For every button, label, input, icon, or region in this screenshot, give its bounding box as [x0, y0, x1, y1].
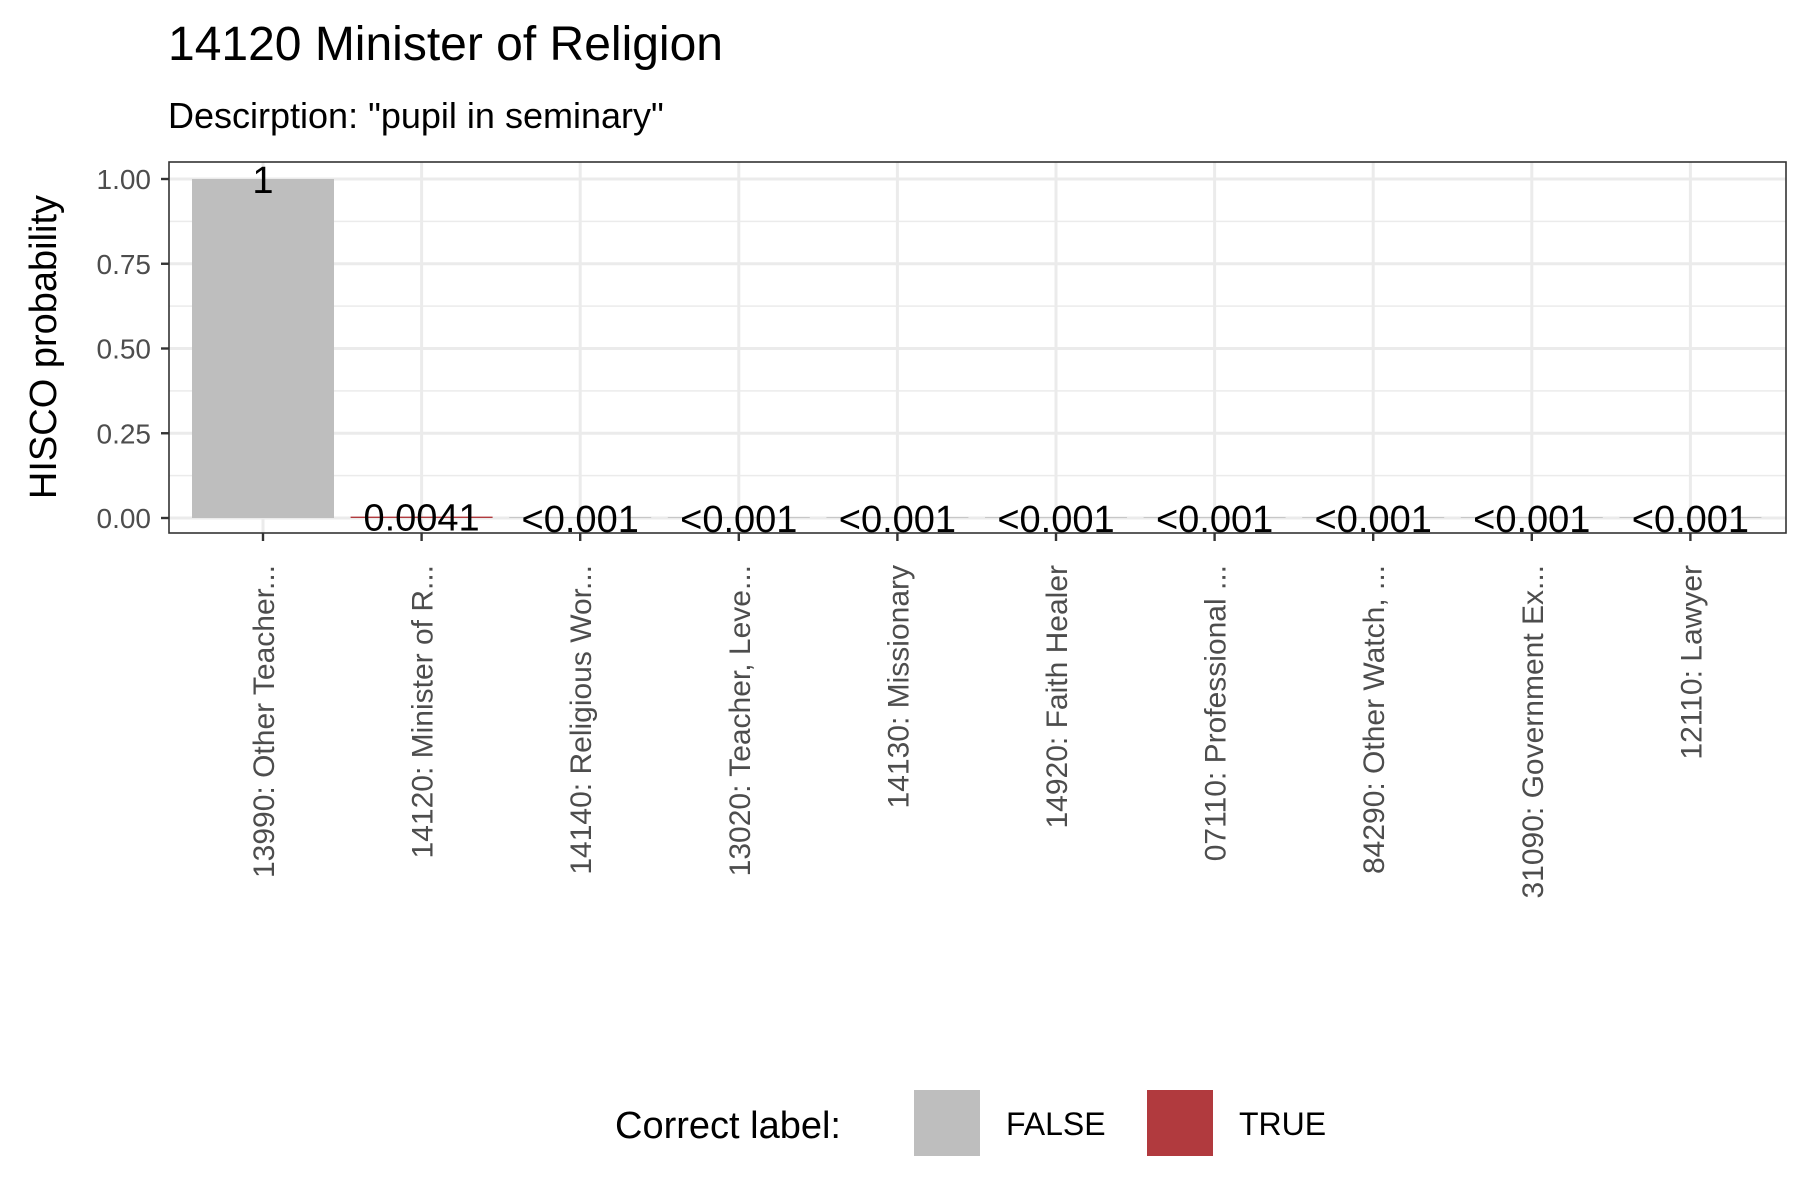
- legend: Correct label: FALSE TRUE: [615, 1090, 1326, 1156]
- x-tick-label: 07110: Professional ...: [1200, 565, 1233, 861]
- bar: [826, 517, 969, 518]
- bar: [1302, 517, 1445, 518]
- x-axis: 13990: Other Teacher... 14120: Minister o…: [248, 533, 1708, 899]
- grid: [169, 162, 1786, 533]
- y-tick-label: 0.00: [97, 503, 152, 534]
- legend-swatch-false: [914, 1090, 980, 1156]
- y-axis-title: HISCO probability: [23, 195, 65, 499]
- x-tick-label: 14140: Religious Wor...: [565, 565, 598, 875]
- x-tick-label: 14120: Minister of R...: [407, 565, 440, 858]
- x-tick-label: 13020: Teacher, Leve...: [724, 565, 757, 876]
- bar: [192, 179, 334, 518]
- y-tick-label: 0.25: [97, 418, 152, 449]
- y-axis: 0.00 0.25 0.50 0.75 1.00: [97, 164, 169, 534]
- x-tick-label: 31090: Government Ex...: [1517, 565, 1550, 899]
- data-labels: 10.0041 <0.001 <0.001 <0.001 <0.001 <0.001 <0.…: [252, 160, 1749, 541]
- bar: [350, 516, 493, 518]
- bar: [509, 517, 652, 518]
- legend-label-true: TRUE: [1239, 1106, 1326, 1142]
- bar: [1143, 517, 1286, 518]
- legend-title: Correct label:: [615, 1105, 841, 1147]
- x-tick-label: 84290: Other Watch, ...: [1358, 565, 1391, 874]
- chart-subtitle: Descirption: "pupil in seminary": [168, 95, 664, 136]
- chart-title: 14120 Minister of Religion: [168, 18, 723, 71]
- x-tick-label: 14130: Missionary: [882, 565, 915, 808]
- x-tick-label: 13990: Other Teacher...: [248, 565, 281, 878]
- y-tick-label: 0.50: [97, 334, 152, 365]
- legend-label-false: FALSE: [1006, 1106, 1106, 1142]
- x-tick-label: 14920: Faith Healer: [1041, 565, 1074, 829]
- bar: [985, 517, 1127, 518]
- bars: [192, 179, 1762, 518]
- legend-swatch-true: [1147, 1090, 1213, 1156]
- x-tick-label: 12110: Lawyer: [1675, 565, 1708, 760]
- y-tick-label: 0.75: [97, 249, 152, 280]
- bar: [1619, 517, 1762, 518]
- data-label: 1: [252, 160, 273, 202]
- bar: [1460, 517, 1603, 518]
- y-tick-label: 1.00: [97, 164, 152, 195]
- bar: [667, 517, 810, 518]
